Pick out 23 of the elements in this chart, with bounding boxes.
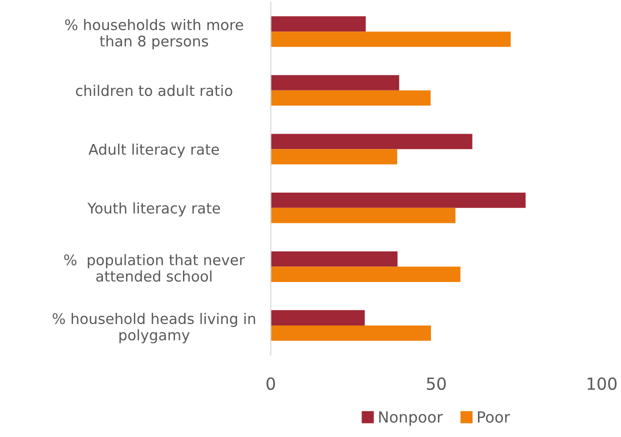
y-tick-label: Adult literacy rate xyxy=(88,144,219,158)
bar xyxy=(270,325,431,341)
x-tick-label: 50 xyxy=(426,377,446,390)
legend-label: Poor xyxy=(478,411,510,423)
y-tick-label: % household heads living in polygamy xyxy=(52,312,256,344)
bar xyxy=(270,266,460,282)
legend-label: Nonpoor xyxy=(379,411,443,426)
x-tick-label: 0 xyxy=(266,377,275,390)
y-tick-label: % population that never attended school xyxy=(64,254,245,282)
bar xyxy=(270,32,511,47)
bar xyxy=(270,310,365,326)
y-tick-label: Youth literacy rate xyxy=(87,202,220,216)
bar xyxy=(270,75,400,90)
bar xyxy=(270,149,398,164)
bar xyxy=(270,16,366,32)
bar xyxy=(270,192,526,208)
bar xyxy=(270,251,398,267)
bar xyxy=(270,90,431,106)
bar xyxy=(270,208,456,224)
x-tick-label: 100 xyxy=(588,377,617,390)
y-tick-label: % households with more than 8 persons xyxy=(65,18,244,50)
y-tick-label: children to adult ratio xyxy=(76,84,232,96)
bar xyxy=(270,134,472,150)
